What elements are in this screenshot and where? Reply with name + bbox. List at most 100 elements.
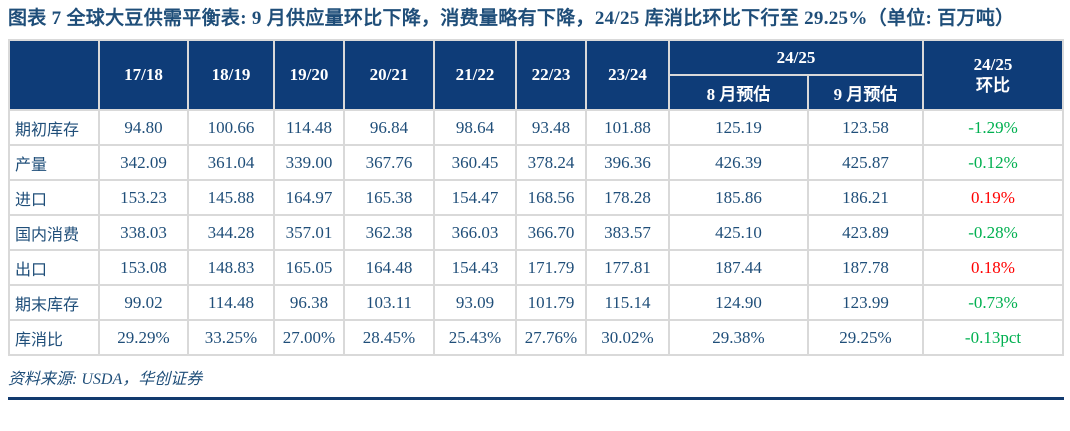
value-cell: 165.38 bbox=[343, 179, 435, 216]
mom-cell: -0.13pct bbox=[922, 319, 1065, 356]
mom-cell: 0.18% bbox=[922, 249, 1065, 286]
mom-header-line1: 24/25 bbox=[973, 54, 1013, 74]
year-column-header: 22/23 bbox=[515, 39, 587, 111]
value-cell: 344.28 bbox=[187, 214, 275, 251]
value-cell: 96.84 bbox=[343, 109, 435, 146]
row-label: 期末库存 bbox=[8, 284, 100, 321]
value-cell: 178.28 bbox=[585, 179, 670, 216]
value-cell: 425.87 bbox=[806, 144, 925, 181]
row-label: 产量 bbox=[8, 144, 100, 181]
value-cell: 27.76% bbox=[515, 319, 587, 356]
mom-header-line2: 环比 bbox=[976, 76, 1011, 95]
value-cell: 101.88 bbox=[585, 109, 670, 146]
value-cell: 30.02% bbox=[585, 319, 670, 356]
value-cell: 103.11 bbox=[343, 284, 435, 321]
mom-cell: -1.29% bbox=[922, 109, 1065, 146]
value-cell: 98.64 bbox=[433, 109, 517, 146]
row-label: 国内消费 bbox=[8, 214, 100, 251]
header-row-main: 17/18 18/19 19/20 20/21 21/22 22/23 23/24 24/25… bbox=[8, 39, 1065, 111]
value-cell: 177.81 bbox=[585, 249, 670, 286]
value-cell: 187.78 bbox=[806, 249, 925, 286]
value-cell: 185.86 bbox=[668, 179, 809, 216]
row-label: 出口 bbox=[8, 249, 100, 286]
value-cell: 425.10 bbox=[668, 214, 809, 251]
year-column-header: 17/18 bbox=[98, 39, 189, 111]
source-note: 资料来源: USDA，华创证券 bbox=[8, 371, 203, 388]
value-cell: 124.90 bbox=[668, 284, 809, 321]
mom-cell: -0.12% bbox=[922, 144, 1065, 181]
value-cell: 339.00 bbox=[273, 144, 345, 181]
value-cell: 123.58 bbox=[806, 109, 925, 146]
value-cell: 154.47 bbox=[433, 179, 517, 216]
value-cell: 357.01 bbox=[273, 214, 345, 251]
sub-header-september: 9 月预估 bbox=[806, 74, 925, 111]
value-cell: 164.97 bbox=[273, 179, 345, 216]
value-cell: 367.76 bbox=[343, 144, 435, 181]
value-cell: 29.38% bbox=[668, 319, 809, 356]
value-cell: 366.70 bbox=[515, 214, 587, 251]
value-cell: 338.03 bbox=[98, 214, 189, 251]
report-figure: 图表 7 全球大豆供需平衡表: 9 月供应量环比下降，消费量略有下降，24/25… bbox=[0, 4, 1070, 431]
row-label: 库消比 bbox=[8, 319, 100, 356]
value-cell: 115.14 bbox=[585, 284, 670, 321]
value-cell: 171.79 bbox=[515, 249, 587, 286]
value-cell: 100.66 bbox=[187, 109, 275, 146]
mom-cell: -0.28% bbox=[922, 214, 1065, 251]
value-cell: 154.43 bbox=[433, 249, 517, 286]
mom-column-header: 24/25 环比 bbox=[922, 39, 1065, 111]
value-cell: 153.23 bbox=[98, 179, 189, 216]
value-cell: 423.89 bbox=[806, 214, 925, 251]
value-cell: 383.57 bbox=[585, 214, 670, 251]
value-cell: 93.48 bbox=[515, 109, 587, 146]
mom-cell: -0.73% bbox=[922, 284, 1065, 321]
figure-title: 图表 7 全球大豆供需平衡表: 9 月供应量环比下降，消费量略有下降，24/25… bbox=[8, 8, 1015, 29]
year-column-header: 20/21 bbox=[343, 39, 435, 111]
value-cell: 125.19 bbox=[668, 109, 809, 146]
value-cell: 361.04 bbox=[187, 144, 275, 181]
value-cell: 94.80 bbox=[98, 109, 189, 146]
table-header: 17/18 18/19 19/20 20/21 21/22 22/23 23/24 24/25… bbox=[8, 39, 1065, 111]
value-cell: 360.45 bbox=[433, 144, 517, 181]
value-cell: 99.02 bbox=[98, 284, 189, 321]
value-cell: 362.38 bbox=[343, 214, 435, 251]
row-label: 进口 bbox=[8, 179, 100, 216]
table-row: 库消比 29.29% 33.25% 27.00% 28.45% 25.43% 27.76% 3… bbox=[8, 319, 1065, 356]
table-row: 产量 342.09 361.04 339.00 367.76 360.45 378.24 39… bbox=[8, 144, 1065, 181]
value-cell: 187.44 bbox=[668, 249, 809, 286]
table-row: 进口 153.23 145.88 164.97 165.38 154.47 168.56 17… bbox=[8, 179, 1065, 216]
corner-blank-cell bbox=[8, 39, 100, 111]
value-cell: 28.45% bbox=[343, 319, 435, 356]
year-column-header: 18/19 bbox=[187, 39, 275, 111]
value-cell: 148.83 bbox=[187, 249, 275, 286]
value-cell: 101.79 bbox=[515, 284, 587, 321]
value-cell: 426.39 bbox=[668, 144, 809, 181]
value-cell: 96.38 bbox=[273, 284, 345, 321]
value-cell: 168.56 bbox=[515, 179, 587, 216]
table-row: 期末库存 99.02 114.48 96.38 103.11 93.09 101.79 115… bbox=[8, 284, 1065, 321]
year-column-header: 19/20 bbox=[273, 39, 345, 111]
value-cell: 186.21 bbox=[806, 179, 925, 216]
value-cell: 29.29% bbox=[98, 319, 189, 356]
value-cell: 114.48 bbox=[273, 109, 345, 146]
value-cell: 153.08 bbox=[98, 249, 189, 286]
header-row-sub: 8 月预估 9 月预估 bbox=[9, 74, 1063, 111]
table-row: 期初库存 94.80 100.66 114.48 96.84 98.64 93.48 101.… bbox=[8, 109, 1065, 146]
year-column-header: 23/24 bbox=[585, 39, 670, 111]
value-cell: 29.25% bbox=[806, 319, 925, 356]
sub-header-august: 8 月预估 bbox=[668, 74, 809, 111]
value-cell: 25.43% bbox=[433, 319, 517, 356]
value-cell: 366.03 bbox=[433, 214, 517, 251]
value-cell: 123.99 bbox=[806, 284, 925, 321]
value-cell: 164.48 bbox=[343, 249, 435, 286]
table-row: 国内消费 338.03 344.28 357.01 362.38 366.03 366.70… bbox=[8, 214, 1065, 251]
year-column-header: 21/22 bbox=[433, 39, 517, 111]
supply-demand-table: 17/18 18/19 19/20 20/21 21/22 22/23 23/24 24/25… bbox=[8, 39, 1065, 356]
value-cell: 93.09 bbox=[433, 284, 517, 321]
value-cell: 342.09 bbox=[98, 144, 189, 181]
bottom-rule bbox=[8, 397, 1064, 400]
value-cell: 33.25% bbox=[187, 319, 275, 356]
table-row: 出口 153.08 148.83 165.05 164.48 154.43 171.79 17… bbox=[8, 249, 1065, 286]
table-body: 期初库存 94.80 100.66 114.48 96.84 98.64 93.48 101.… bbox=[8, 109, 1065, 356]
value-cell: 145.88 bbox=[187, 179, 275, 216]
row-label: 期初库存 bbox=[8, 109, 100, 146]
